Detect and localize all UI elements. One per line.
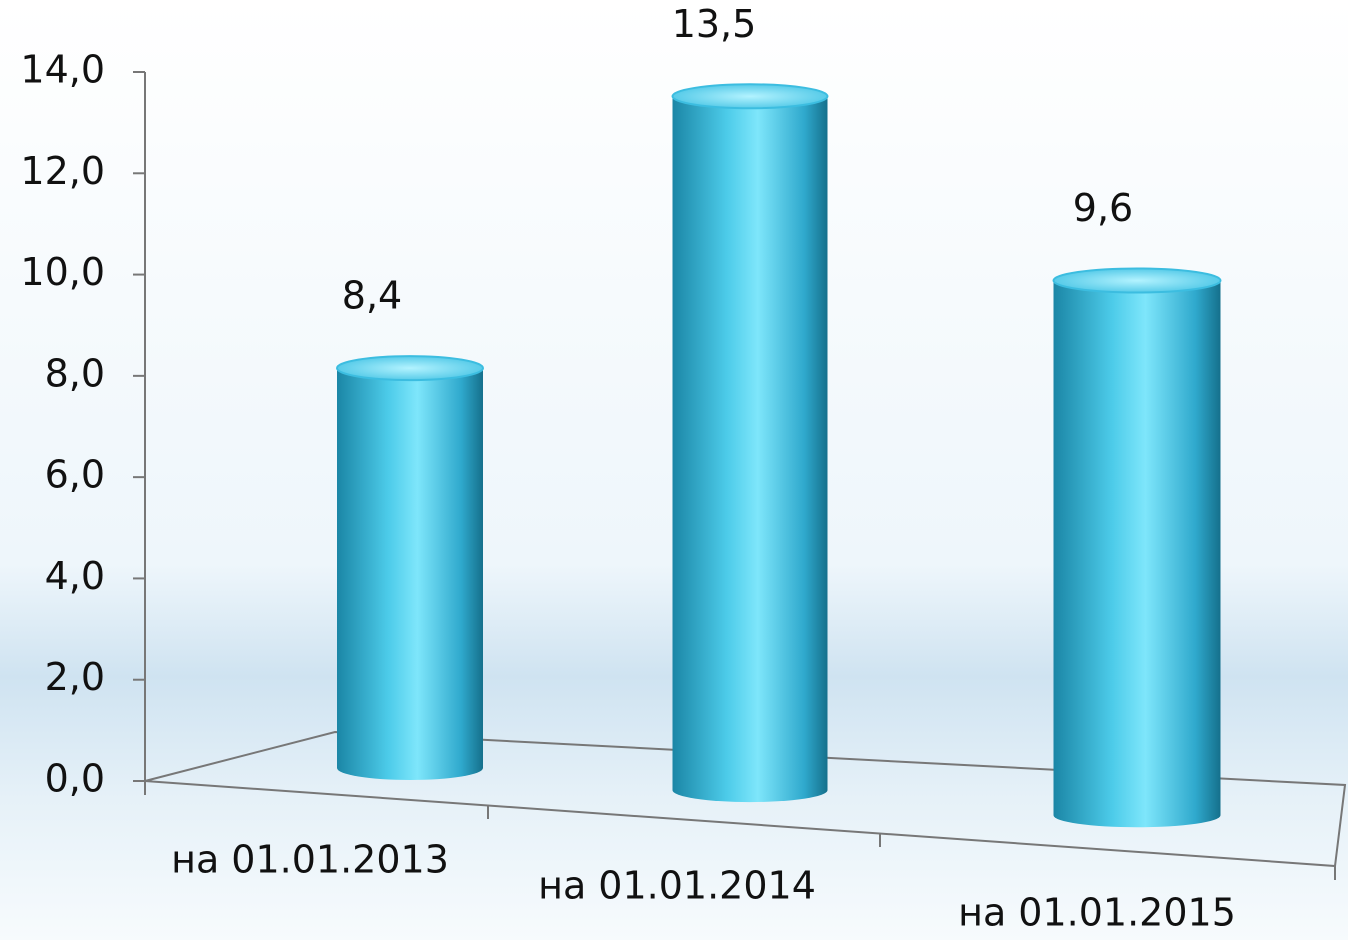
cylinder-top [1052,267,1222,294]
cylinder-body [672,96,828,791]
cylinder [1052,267,1222,828]
cylinder-body [337,368,483,768]
x-tick-label: на 01.01.2015 [958,891,1236,935]
cylinder-top [671,83,829,110]
cylinder-body [1053,280,1221,816]
y-tick-label: 12,0 [20,149,105,193]
y-tick-label: 4,0 [45,554,105,598]
y-tick-label: 2,0 [45,655,105,699]
x-tick-label: на 01.01.2014 [538,864,816,908]
y-tick-label: 6,0 [45,453,105,497]
y-tick-label: 10,0 [20,250,105,294]
y-tick-label: 8,0 [45,351,105,395]
x-tick-label: на 01.01.2013 [171,838,449,882]
value-label: 9,6 [1073,186,1133,230]
cylinder [671,83,829,803]
value-label: 8,4 [342,274,402,318]
value-label: 13,5 [672,2,757,46]
floor [144,730,1347,868]
cylinder-top [336,355,484,382]
cylinder [336,355,484,780]
y-tick-label: 14,0 [20,48,105,92]
y-tick-label: 0,0 [45,757,105,801]
